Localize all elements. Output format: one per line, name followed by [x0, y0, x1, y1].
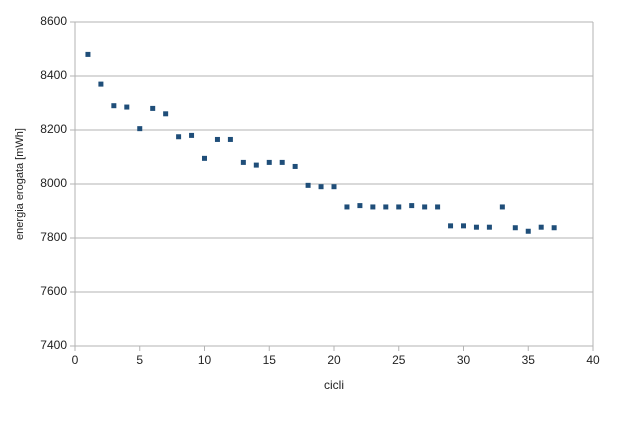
point: [370, 204, 376, 210]
x-axis-label: cicli: [324, 378, 344, 392]
point: [189, 132, 195, 138]
point: [538, 224, 544, 230]
point: [150, 105, 156, 111]
point: [214, 136, 220, 142]
point: [305, 182, 311, 188]
y-tick-label: 8200: [40, 122, 67, 136]
x-tick-label: 20: [327, 353, 341, 367]
point: [461, 223, 466, 229]
point: [448, 223, 454, 229]
x-tick-label: 30: [457, 353, 471, 367]
point: [176, 134, 182, 140]
x-tick-label: 40: [586, 353, 600, 367]
point: [473, 224, 479, 230]
y-axis-label: energia erogata [mWh]: [14, 128, 26, 240]
point: [318, 184, 324, 190]
point: [422, 204, 428, 210]
point: [137, 126, 143, 132]
point: [240, 159, 246, 165]
x-tick-label: 35: [522, 353, 536, 367]
point: [409, 203, 415, 209]
point: [111, 103, 117, 109]
point: [435, 204, 441, 210]
point: [551, 225, 557, 231]
point: [396, 204, 402, 210]
point: [499, 204, 505, 210]
point: [357, 203, 363, 209]
point: [202, 155, 207, 161]
point: [98, 81, 104, 87]
point: [124, 104, 130, 110]
x-tick-label: 15: [263, 353, 277, 367]
y-tick-label: 7600: [40, 284, 67, 298]
point: [279, 159, 285, 165]
point: [253, 162, 259, 168]
x-tick-label: 0: [72, 353, 79, 367]
x-tick-label: 10: [198, 353, 212, 367]
point: [85, 51, 91, 57]
point: [512, 225, 518, 231]
point: [163, 111, 169, 117]
point: [331, 184, 337, 190]
y-tick-label: 7400: [40, 338, 67, 352]
point: [383, 204, 389, 210]
y-tick-label: 8600: [40, 14, 67, 28]
y-tick-label: 8400: [40, 68, 67, 82]
x-tick-label: 5: [136, 353, 143, 367]
point: [486, 224, 492, 230]
point: [227, 136, 233, 142]
point: [525, 228, 531, 234]
point: [292, 163, 298, 169]
y-tick-label: 7800: [40, 230, 67, 244]
y-tick-label: 8000: [40, 176, 67, 190]
point: [266, 159, 272, 165]
x-tick-label: 25: [392, 353, 406, 367]
point: [344, 204, 350, 210]
